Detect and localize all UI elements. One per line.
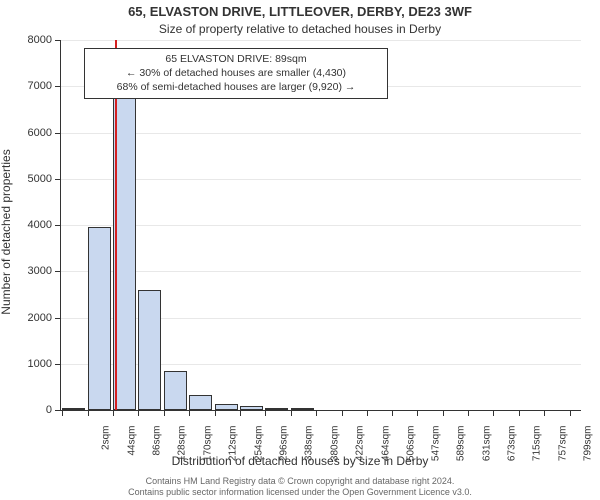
credits-line-1: Contains HM Land Registry data © Crown c…	[0, 476, 600, 487]
x-tick	[417, 410, 418, 416]
x-tick-label: 338sqm	[304, 426, 315, 476]
y-tick	[55, 410, 61, 411]
bar	[240, 406, 263, 410]
y-tick-label: 8000	[12, 34, 52, 46]
x-tick	[367, 410, 368, 416]
x-tick-label: 715sqm	[532, 426, 543, 476]
bar	[215, 404, 238, 410]
x-tick	[291, 410, 292, 416]
y-tick-label: 0	[12, 404, 52, 416]
x-tick-label: 296sqm	[278, 426, 289, 476]
credits-line-2: Contains public sector information licen…	[0, 487, 600, 498]
bar	[138, 290, 161, 410]
x-tick-label: 128sqm	[177, 426, 188, 476]
x-tick	[189, 410, 190, 416]
x-tick-label: 757sqm	[557, 426, 568, 476]
x-tick-label: 44sqm	[126, 426, 137, 476]
annotation-box: 65 ELVASTON DRIVE: 89sqm ← 30% of detach…	[84, 48, 388, 99]
x-tick	[544, 410, 545, 416]
x-tick	[519, 410, 520, 416]
x-tick	[342, 410, 343, 416]
gridline	[61, 225, 581, 226]
x-tick	[316, 410, 317, 416]
credits: Contains HM Land Registry data © Crown c…	[0, 476, 600, 498]
bar	[164, 371, 187, 410]
bar	[265, 408, 288, 410]
x-tick	[443, 410, 444, 416]
gridline	[61, 179, 581, 180]
x-tick	[392, 410, 393, 416]
annotation-line-1: 65 ELVASTON DRIVE: 89sqm	[91, 52, 381, 66]
annotation-line-2: ← 30% of detached houses are smaller (4,…	[91, 66, 381, 80]
y-tick-label: 3000	[12, 265, 52, 277]
x-tick-label: 464sqm	[380, 426, 391, 476]
y-tick	[55, 86, 61, 87]
y-tick-label: 1000	[12, 358, 52, 370]
x-tick-label: 422sqm	[355, 426, 366, 476]
chart-container: 65, ELVASTON DRIVE, LITTLEOVER, DERBY, D…	[0, 0, 600, 500]
y-tick	[55, 271, 61, 272]
x-tick-label: 86sqm	[152, 426, 163, 476]
y-tick-label: 7000	[12, 80, 52, 92]
chart-subtitle: Size of property relative to detached ho…	[0, 22, 600, 36]
y-tick	[55, 133, 61, 134]
y-tick	[55, 40, 61, 41]
x-tick	[164, 410, 165, 416]
y-tick	[55, 179, 61, 180]
y-tick-label: 5000	[12, 173, 52, 185]
bar	[62, 408, 85, 410]
bar	[291, 408, 314, 410]
chart-title: 65, ELVASTON DRIVE, LITTLEOVER, DERBY, D…	[0, 4, 600, 19]
x-tick	[215, 410, 216, 416]
x-tick	[570, 410, 571, 416]
x-tick-label: 589sqm	[456, 426, 467, 476]
x-tick-label: 547sqm	[430, 426, 441, 476]
x-tick	[113, 410, 114, 416]
x-tick	[88, 410, 89, 416]
x-tick-label: 799sqm	[583, 426, 594, 476]
x-tick	[138, 410, 139, 416]
x-tick	[468, 410, 469, 416]
x-tick-label: 254sqm	[253, 426, 264, 476]
x-tick	[265, 410, 266, 416]
x-tick-label: 631sqm	[481, 426, 492, 476]
x-tick-label: 2sqm	[101, 426, 112, 476]
y-tick-label: 4000	[12, 219, 52, 231]
x-tick-label: 212sqm	[228, 426, 239, 476]
gridline	[61, 40, 581, 41]
x-tick-label: 673sqm	[506, 426, 517, 476]
x-tick	[493, 410, 494, 416]
x-tick-label: 380sqm	[329, 426, 340, 476]
y-tick	[55, 364, 61, 365]
annotation-line-3: 68% of semi-detached houses are larger (…	[91, 80, 381, 94]
y-tick-label: 2000	[12, 312, 52, 324]
gridline	[61, 133, 581, 134]
x-tick-label: 170sqm	[202, 426, 213, 476]
y-tick	[55, 318, 61, 319]
x-axis-title: Distribution of detached houses by size …	[0, 454, 600, 468]
bar	[189, 395, 212, 410]
x-tick-label: 506sqm	[405, 426, 416, 476]
x-tick	[62, 410, 63, 416]
bar	[88, 227, 111, 410]
y-tick	[55, 225, 61, 226]
gridline	[61, 271, 581, 272]
y-tick-label: 6000	[12, 127, 52, 139]
x-tick	[240, 410, 241, 416]
